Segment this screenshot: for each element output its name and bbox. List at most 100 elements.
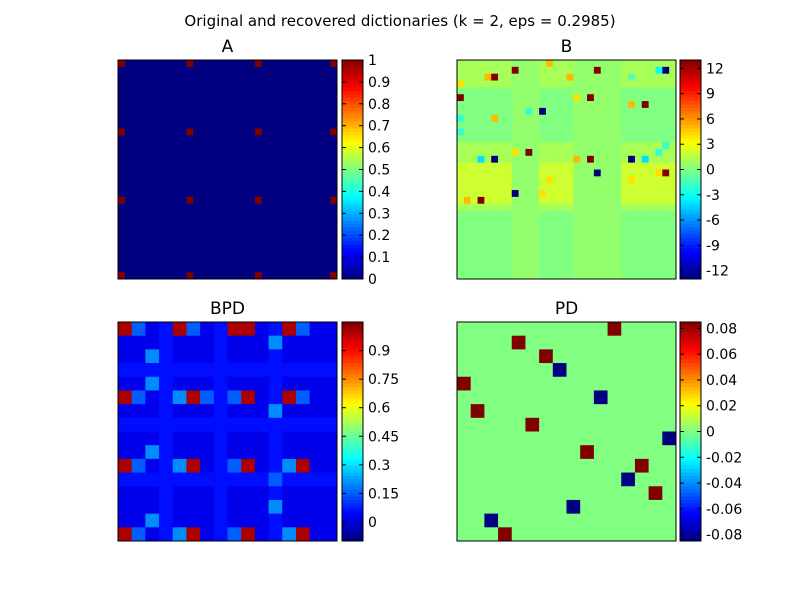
- heatmap-cell: [227, 349, 242, 364]
- colorbar-segment: [342, 534, 363, 539]
- heatmap-cell: [295, 176, 304, 184]
- colorbar-segment: [342, 448, 363, 453]
- colorbar-segment: [680, 441, 701, 446]
- heatmap-cell: [131, 142, 139, 150]
- heatmap-cell: [220, 155, 228, 164]
- heatmap-cell: [323, 73, 331, 81]
- heatmap-cell: [248, 237, 256, 246]
- heatmap-cell: [268, 499, 283, 515]
- heatmap-cell: [593, 148, 602, 157]
- heatmap-cell: [614, 237, 622, 246]
- heatmap-cell: [268, 513, 283, 528]
- heatmap-cell: [131, 190, 139, 198]
- heatmap-cell: [511, 121, 519, 129]
- heatmap-cell: [511, 237, 519, 246]
- heatmap-cell: [457, 258, 465, 266]
- heatmap-cell: [330, 237, 338, 246]
- heatmap-cell: [566, 190, 574, 198]
- colorbar-segment: [342, 265, 363, 270]
- heatmap-cell: [118, 142, 126, 150]
- heatmap-cell: [234, 203, 242, 211]
- heatmap-cell: [261, 183, 269, 191]
- heatmap-cell: [607, 335, 622, 350]
- heatmap-cell: [504, 265, 513, 273]
- colorbar-segment: [680, 325, 701, 330]
- heatmap-cell: [552, 60, 561, 68]
- heatmap-cell: [607, 203, 615, 211]
- heatmap-cell: [669, 224, 677, 232]
- colorbar-segment: [680, 506, 701, 511]
- heatmap-cell: [227, 217, 235, 225]
- heatmap-cell: [566, 445, 581, 460]
- heatmap-cell: [289, 148, 297, 157]
- heatmap-cell: [552, 107, 561, 116]
- colorbar-segment: [342, 203, 363, 208]
- heatmap-cell: [491, 217, 499, 225]
- colorbar-segment: [342, 107, 363, 112]
- heatmap-cell: [607, 162, 615, 170]
- heatmap-cell: [282, 417, 297, 432]
- heatmap-cell: [600, 272, 608, 280]
- panel-title: BPD: [210, 299, 245, 319]
- heatmap-cell: [206, 183, 215, 191]
- heatmap-cell: [532, 60, 540, 68]
- heatmap-cell: [323, 217, 331, 225]
- heatmap-cell: [200, 390, 215, 405]
- heatmap-cell: [289, 87, 297, 95]
- heatmap-cell: [525, 472, 540, 487]
- colorbar-segment: [680, 383, 701, 388]
- heatmap-cell: [330, 244, 338, 253]
- heatmap-cell: [118, 148, 126, 157]
- heatmap-cell: [200, 114, 208, 122]
- heatmap-cell: [580, 513, 595, 528]
- heatmap-cell: [511, 376, 526, 391]
- colorbar-segment: [680, 493, 701, 498]
- colorbar-segment: [680, 261, 701, 266]
- heatmap-cell: [552, 73, 561, 81]
- heatmap-cell: [200, 176, 208, 184]
- heatmap-cell: [131, 513, 146, 528]
- heatmap-cell: [621, 203, 629, 211]
- heatmap-cell: [254, 114, 263, 122]
- heatmap-cell: [323, 513, 338, 528]
- heatmap-cell: [282, 527, 297, 542]
- colorbar-segment: [680, 258, 701, 263]
- heatmap-cell: [498, 107, 506, 116]
- heatmap-cell: [634, 272, 643, 280]
- heatmap-cell: [518, 231, 526, 239]
- heatmap-cell: [309, 458, 324, 473]
- heatmap-cell: [587, 87, 595, 95]
- heatmap-cell: [131, 203, 139, 211]
- colorbar-segment: [680, 248, 701, 253]
- heatmap-cell: [261, 231, 269, 239]
- heatmap-cell: [539, 527, 554, 542]
- heatmap-cell: [641, 272, 650, 280]
- colorbar-segment: [680, 142, 701, 147]
- heatmap-cell: [634, 176, 643, 184]
- heatmap-cell: [193, 121, 201, 129]
- heatmap-cell: [525, 148, 533, 157]
- heatmap-cell: [206, 101, 215, 109]
- heatmap-cell: [580, 258, 588, 266]
- heatmap-cell: [302, 237, 311, 246]
- heatmap-cell: [498, 376, 513, 391]
- heatmap-cell: [200, 527, 215, 542]
- heatmap-cell: [275, 142, 283, 150]
- heatmap-cell: [309, 128, 317, 136]
- heatmap-cell: [186, 135, 194, 143]
- heatmap-cell: [227, 94, 235, 102]
- heatmap-cell: [268, 417, 283, 432]
- heatmap-cell: [580, 224, 588, 232]
- heatmap-cell: [655, 190, 663, 198]
- colorbar-segment: [680, 255, 701, 259]
- heatmap-cell: [200, 135, 208, 143]
- heatmap-cell: [295, 513, 311, 528]
- heatmap-cell: [227, 224, 235, 232]
- heatmap-cell: [628, 251, 636, 259]
- heatmap-cell: [614, 258, 622, 266]
- heatmap-cell: [159, 121, 167, 129]
- heatmap-cell: [511, 107, 519, 116]
- heatmap-cell: [511, 349, 526, 364]
- colorbar-segment: [342, 248, 363, 253]
- heatmap-cell: [491, 272, 499, 280]
